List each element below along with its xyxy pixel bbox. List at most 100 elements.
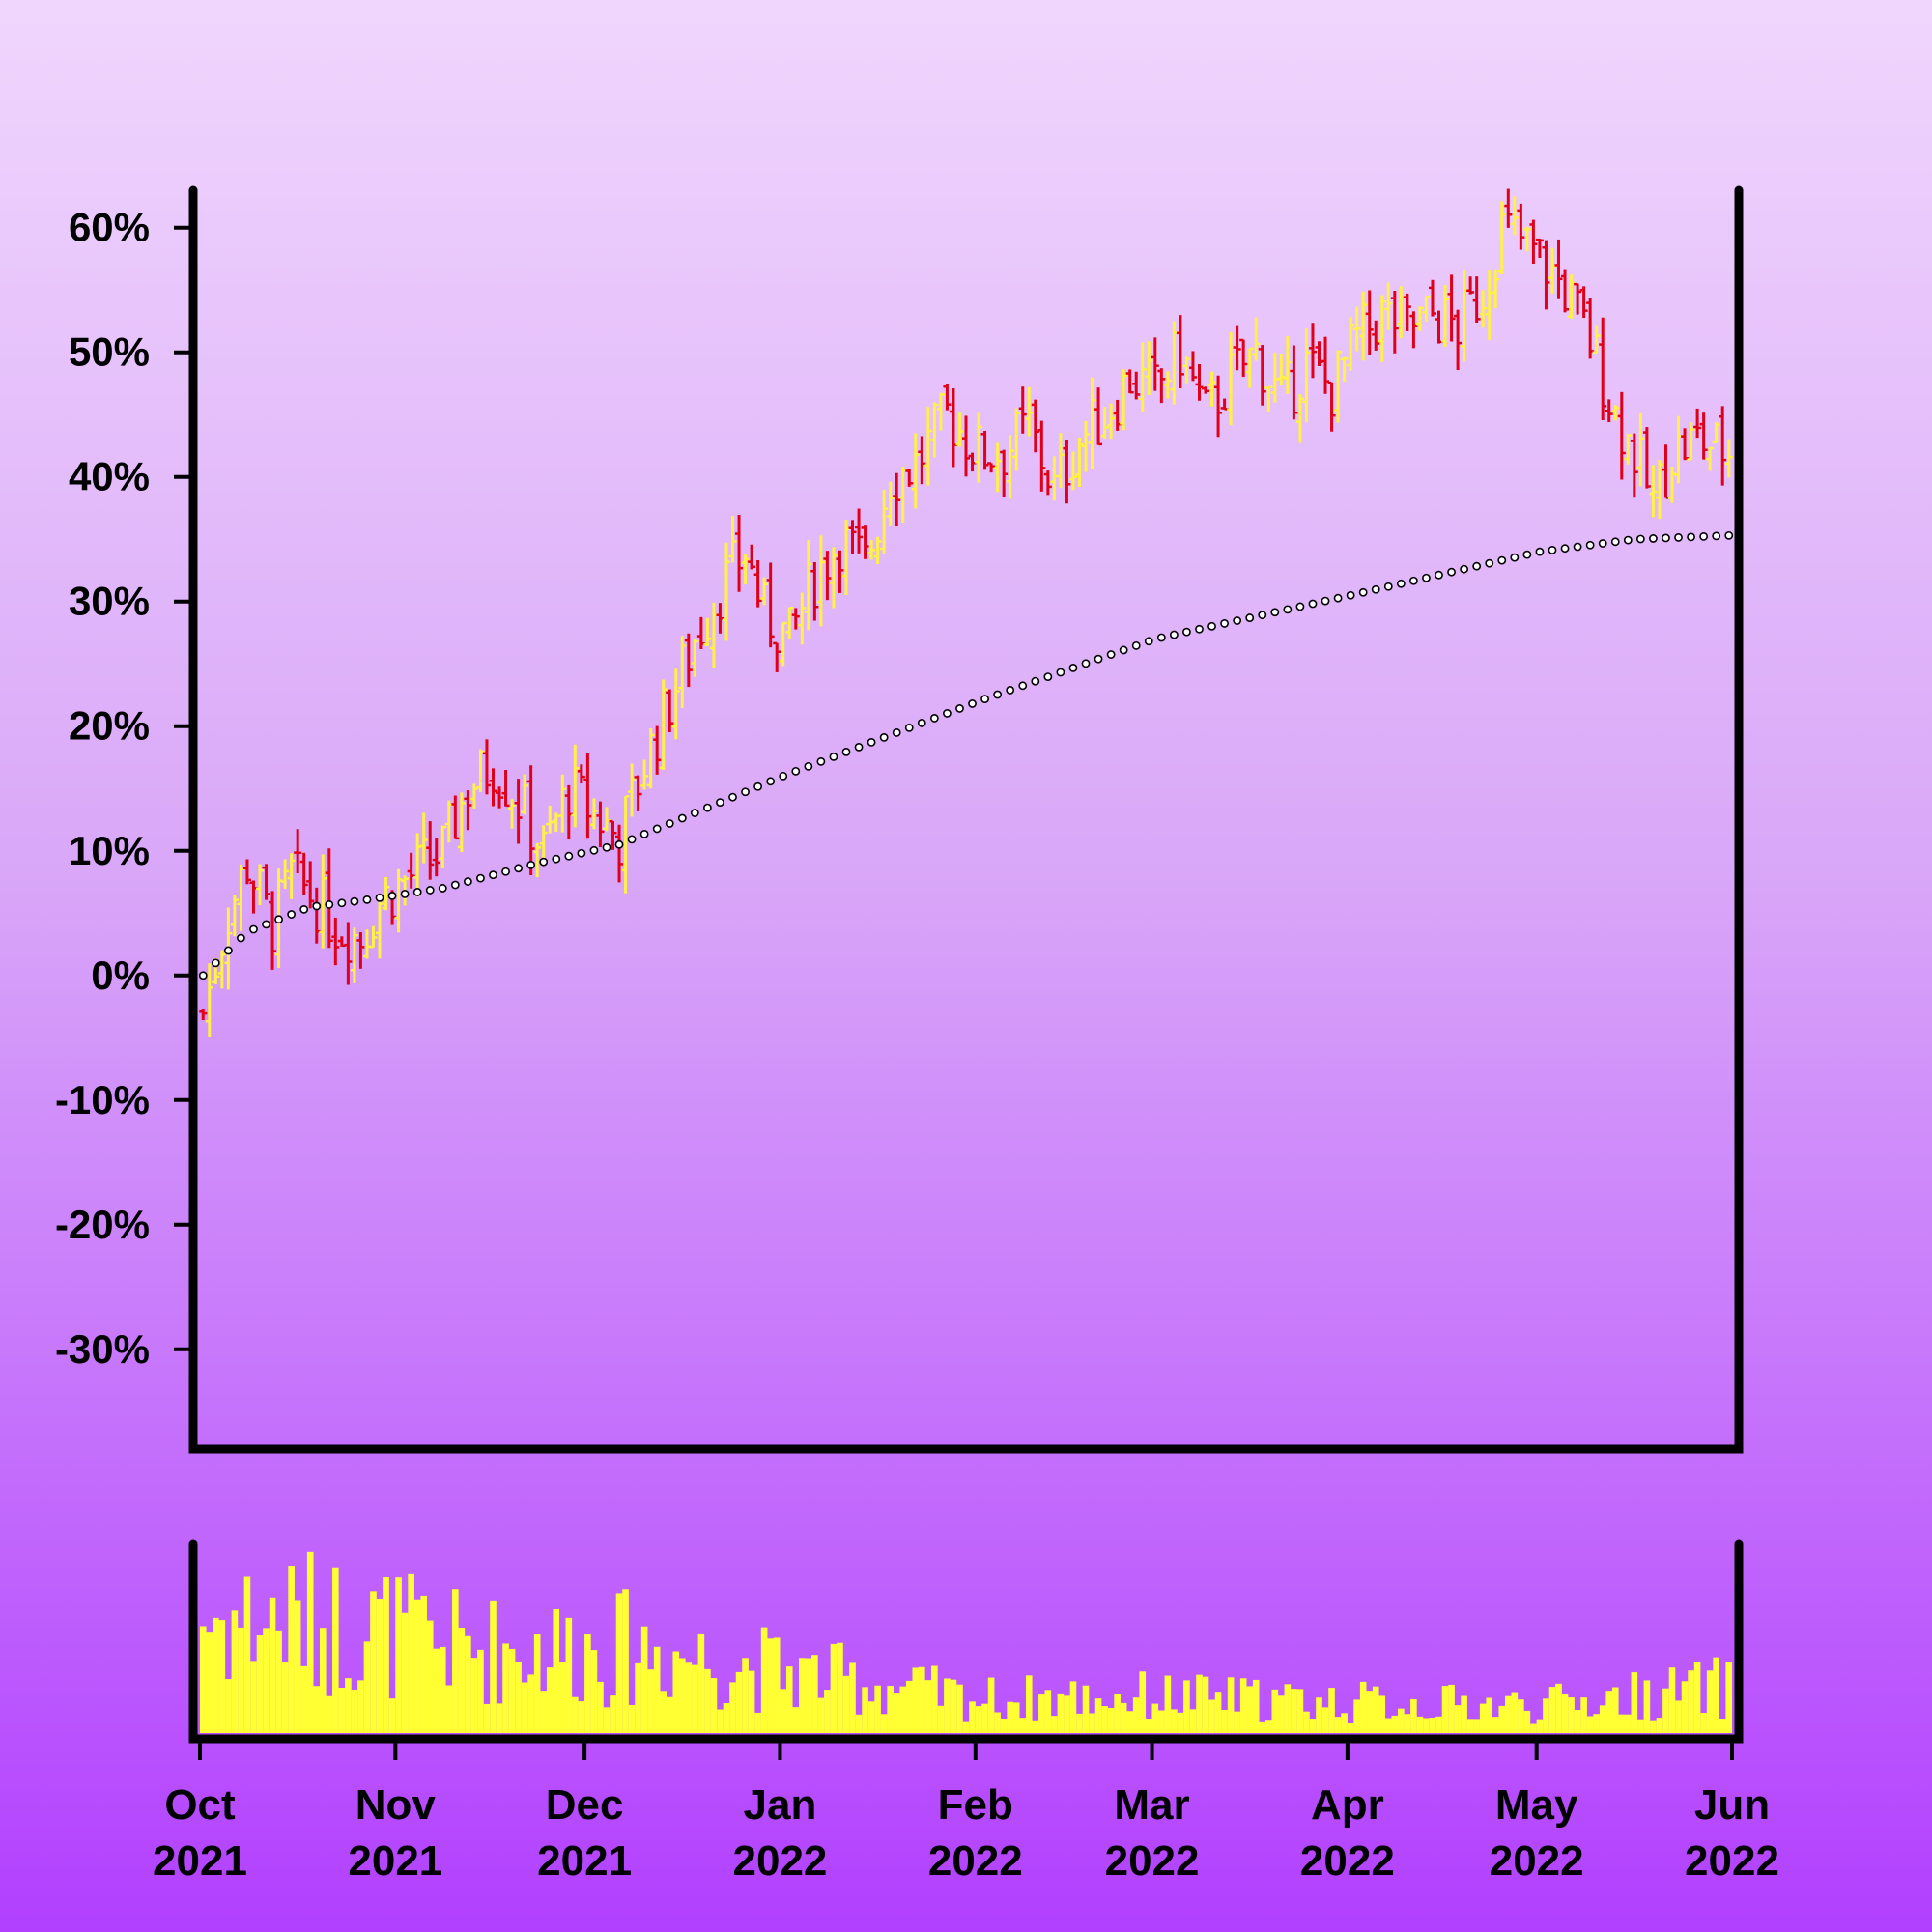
- trend-marker: [791, 766, 801, 776]
- volume-bar: [388, 1698, 396, 1733]
- volume-bar: [401, 1612, 409, 1733]
- trend-marker: [1383, 582, 1393, 591]
- volume-bar: [994, 1712, 1001, 1733]
- volume-bar: [867, 1701, 875, 1733]
- trend-marker: [1435, 570, 1443, 580]
- trend-marker: [1295, 602, 1305, 611]
- trend-marker: [211, 958, 220, 968]
- x-tick-year: 2022: [1685, 1837, 1779, 1885]
- volume-bar: [1296, 1689, 1304, 1733]
- trend-marker: [489, 870, 497, 880]
- volume-bar: [1164, 1675, 1172, 1733]
- volume-bar: [206, 1632, 213, 1733]
- volume-bar: [243, 1576, 251, 1733]
- volume-bar: [912, 1667, 920, 1733]
- volume-bar: [1441, 1686, 1449, 1733]
- trend-marker: [312, 901, 322, 911]
- volume-bar: [225, 1679, 232, 1733]
- trend-marker: [1220, 619, 1229, 628]
- trend-marker: [614, 839, 624, 849]
- y-tick-label: 20%: [69, 703, 150, 749]
- x-tick-month: Jan: [744, 1781, 817, 1829]
- volume-bar: [723, 1703, 730, 1733]
- volume-bar: [1051, 1716, 1058, 1733]
- trend-marker: [400, 890, 410, 898]
- volume-bar: [1309, 1719, 1317, 1733]
- volume-bar: [1378, 1695, 1386, 1733]
- volume-bar: [1391, 1715, 1399, 1733]
- volume-bar: [710, 1678, 718, 1733]
- trend-marker: [639, 829, 649, 838]
- x-tick-month: Oct: [164, 1781, 236, 1829]
- trend-marker: [1283, 605, 1293, 614]
- volume-bar: [1675, 1700, 1682, 1733]
- volume-bar: [830, 1643, 838, 1733]
- volume-bar: [615, 1593, 623, 1733]
- volume-bar: [742, 1658, 749, 1733]
- volume-bar: [1069, 1681, 1077, 1733]
- volume-bar: [1543, 1698, 1549, 1733]
- trend-marker: [1043, 672, 1053, 681]
- volume-bar: [1713, 1657, 1719, 1733]
- trend-marker: [1687, 532, 1695, 542]
- volume-bar: [546, 1667, 554, 1733]
- trend-marker: [929, 714, 939, 723]
- trend-marker: [804, 761, 813, 771]
- volume-bar: [1214, 1692, 1222, 1733]
- trend-marker: [375, 893, 384, 902]
- volume-bar: [849, 1662, 856, 1733]
- trend-marker: [438, 884, 447, 893]
- volume-bar: [1668, 1667, 1676, 1733]
- x-tick-year: 2021: [537, 1837, 632, 1885]
- volume-bar: [735, 1671, 743, 1733]
- trend-marker: [1169, 630, 1179, 639]
- volume-bar: [1139, 1671, 1147, 1733]
- volume-bar: [1637, 1719, 1644, 1733]
- volume-bar: [426, 1620, 434, 1733]
- trend-marker: [1119, 645, 1128, 655]
- volume-bar: [445, 1685, 453, 1733]
- trend-marker: [1635, 534, 1645, 544]
- trend-marker: [1068, 663, 1078, 672]
- trend-marker: [753, 781, 763, 791]
- volume-bar: [199, 1626, 207, 1733]
- volume-bar: [1012, 1702, 1020, 1733]
- trend-marker: [1560, 544, 1570, 554]
- trend-marker: [198, 971, 208, 980]
- volume-bar: [238, 1627, 244, 1733]
- volume-bar: [1057, 1693, 1065, 1733]
- volume-bar: [987, 1677, 995, 1733]
- volume-bar: [218, 1620, 226, 1733]
- trend-marker: [1270, 608, 1280, 617]
- volume-bar: [370, 1591, 377, 1733]
- volume-bar: [628, 1704, 636, 1733]
- volume-bar: [294, 1600, 301, 1733]
- price-panel-frame: [188, 185, 1744, 1454]
- volume-bar: [1498, 1705, 1506, 1733]
- volume-bar: [521, 1682, 528, 1733]
- volume-bar: [433, 1648, 440, 1733]
- volume-bar: [515, 1662, 522, 1733]
- volume-bar: [1492, 1717, 1499, 1733]
- trend-marker: [1408, 576, 1418, 585]
- trend-marker: [1195, 624, 1204, 634]
- volume-bar: [1586, 1716, 1594, 1733]
- y-tick-label: 30%: [69, 579, 150, 624]
- volume-bar: [1568, 1697, 1575, 1733]
- trend-marker: [703, 803, 712, 812]
- trend-marker: [1472, 561, 1482, 571]
- y-tick-label: -10%: [55, 1077, 150, 1122]
- volume-bar: [465, 1635, 471, 1733]
- volume-bar: [1700, 1712, 1707, 1733]
- volume-bar: [748, 1670, 755, 1733]
- volume-bar: [931, 1665, 938, 1733]
- volume-bar: [717, 1709, 724, 1733]
- volume-bar: [1719, 1719, 1726, 1733]
- trend-marker: [841, 747, 851, 756]
- volume-bar: [376, 1599, 384, 1733]
- trend-marker: [779, 771, 788, 781]
- volume-bar: [1599, 1705, 1606, 1733]
- trend-marker: [1182, 627, 1191, 637]
- volume-bar: [697, 1633, 705, 1733]
